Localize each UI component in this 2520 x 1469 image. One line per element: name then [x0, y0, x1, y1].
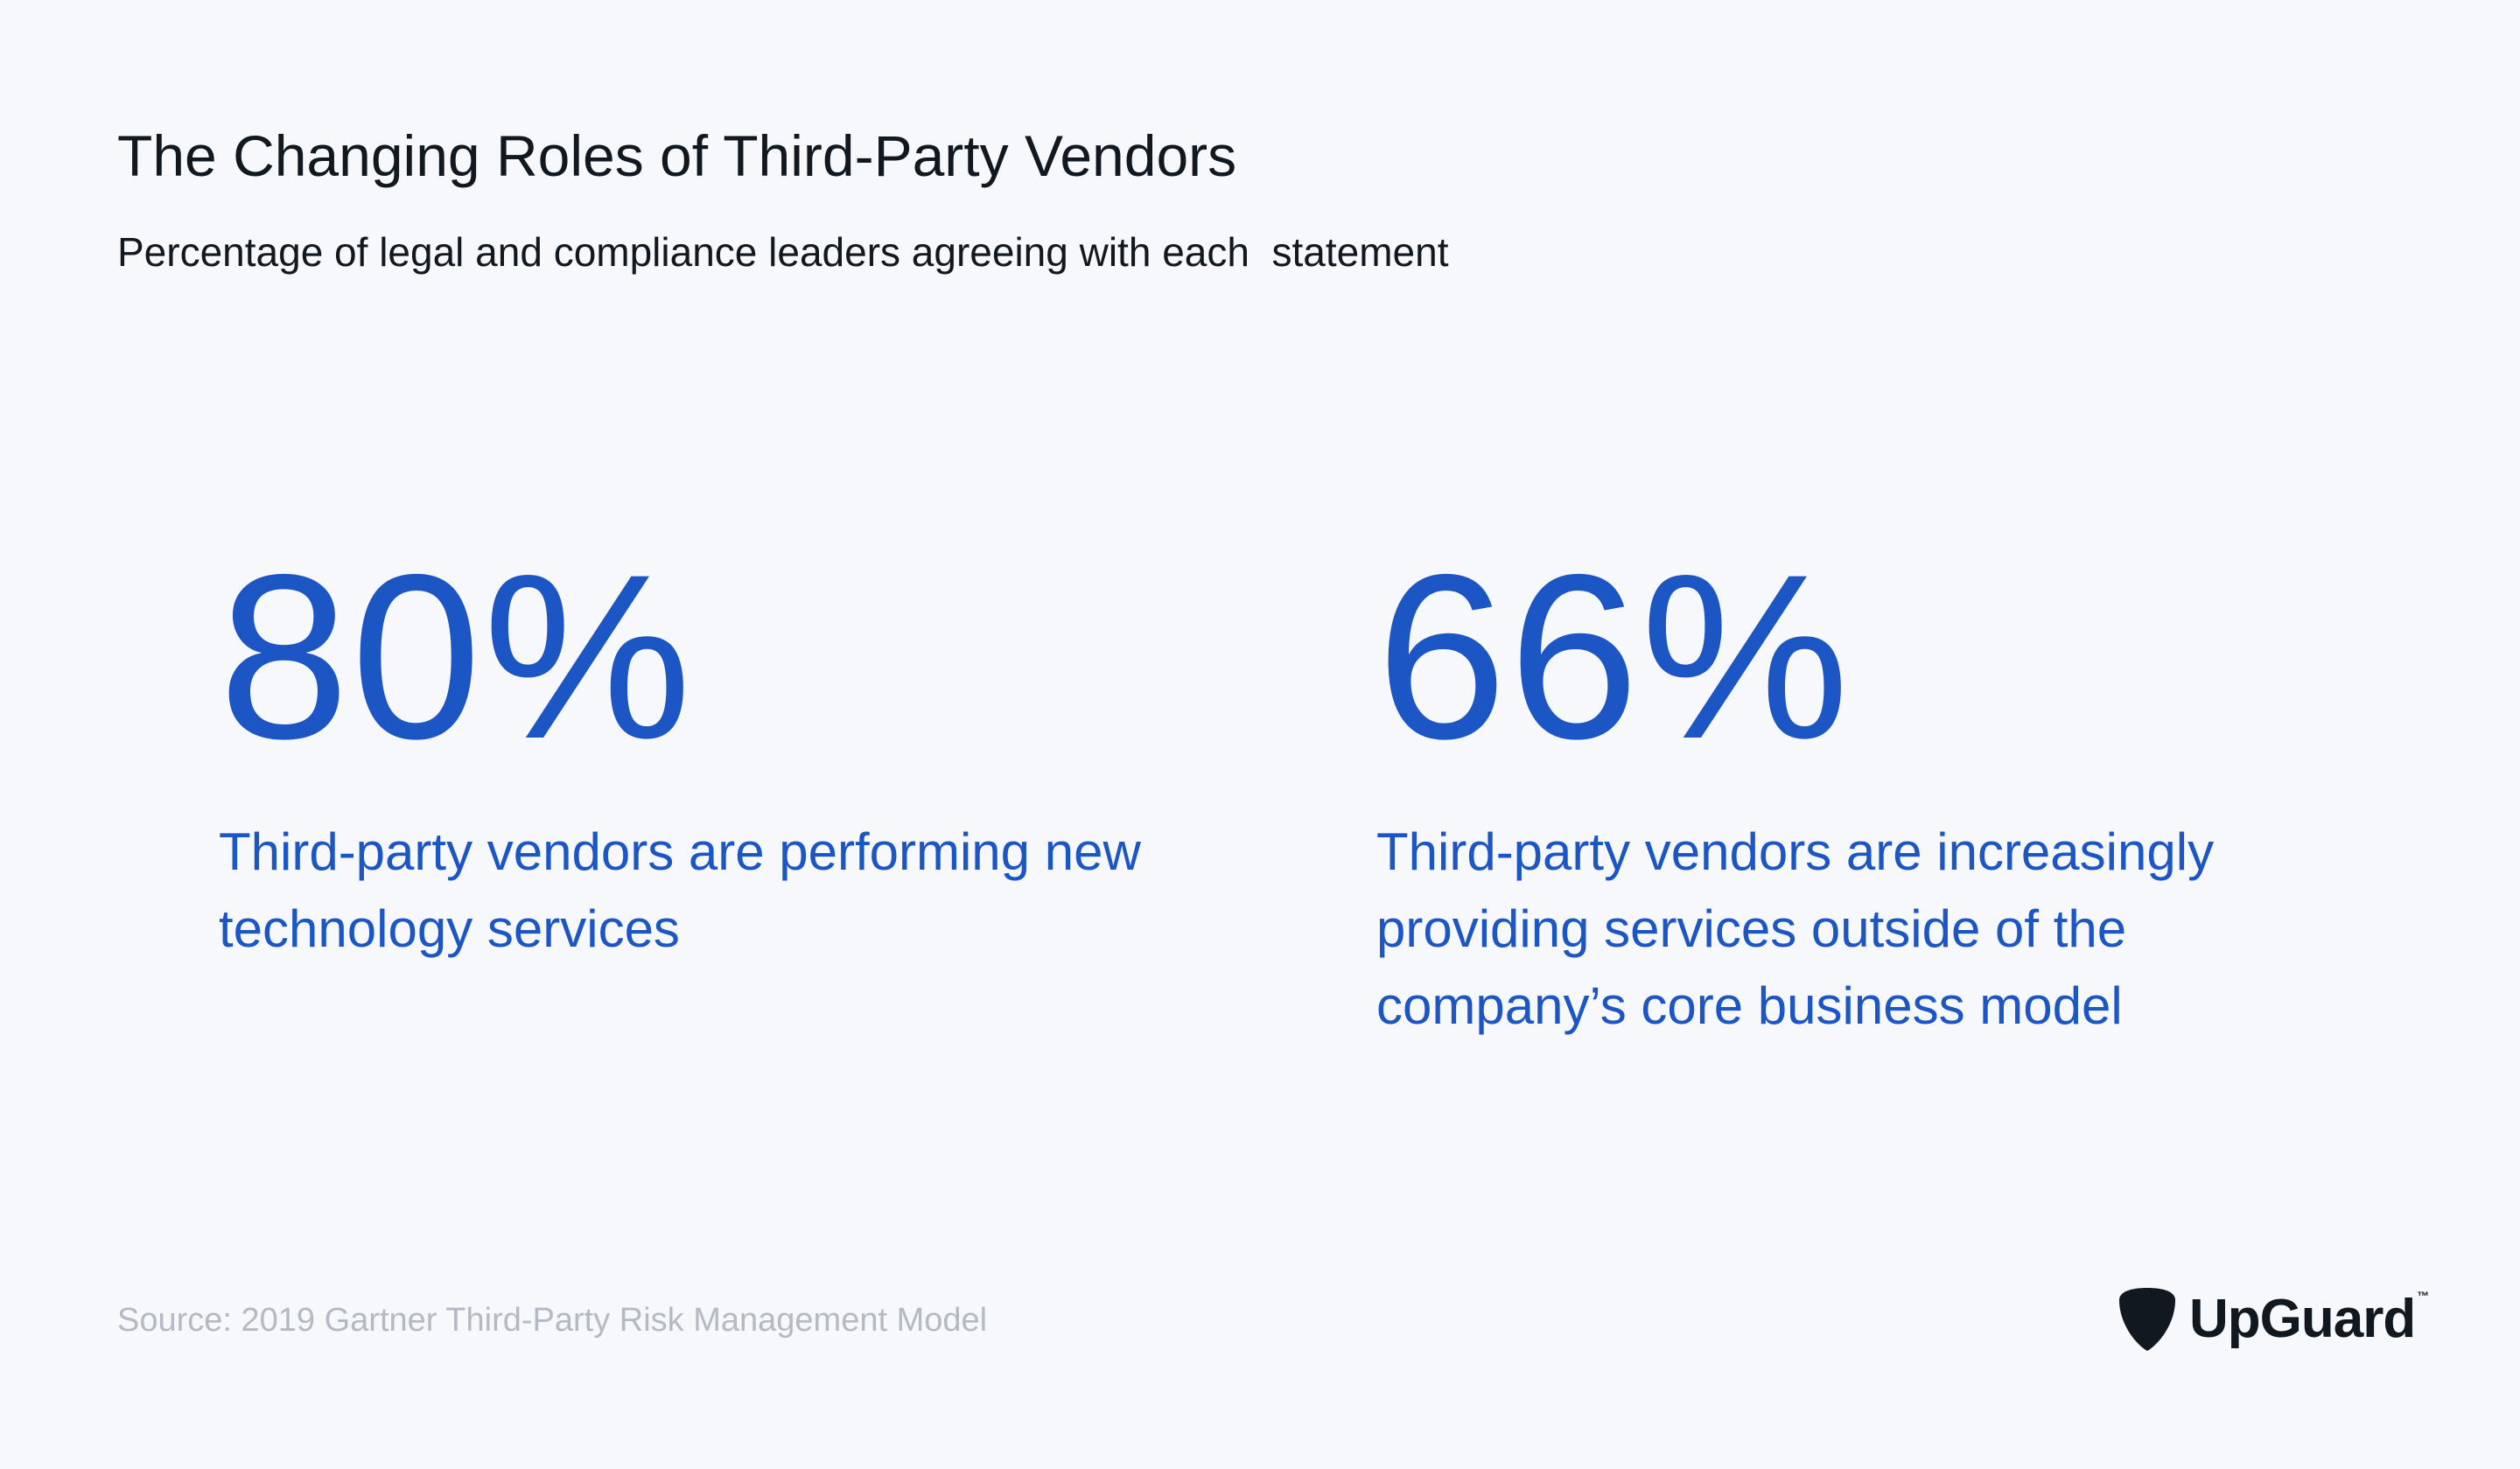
guitar-pick-shield-icon [2119, 1288, 2175, 1351]
stat-label: Third-party vendors are performing new t… [219, 822, 1141, 958]
stat-block-new-technology: 80% Third-party vendors are performing n… [219, 525, 1269, 968]
stat-block-outside-core-business: 66% Third-party vendors are increasingly… [1376, 525, 2426, 1045]
page-title: The Changing Roles of Third-Party Vendor… [117, 123, 1237, 188]
upguard-logo: UpGuard ™ [2118, 1284, 2429, 1354]
logo-wordmark: UpGuard [2189, 1289, 2416, 1349]
trademark-symbol: ™ [2417, 1289, 2430, 1303]
page-subtitle: Percentage of legal and compliance leade… [117, 229, 1449, 275]
stat-label: Third-party vendors are increasingly pro… [1376, 822, 2215, 1035]
source-citation: Source: 2019 Gartner Third-Party Risk Ma… [117, 1302, 988, 1339]
stat-value: 66% [1376, 525, 1852, 787]
stat-value: 80% [219, 525, 694, 787]
